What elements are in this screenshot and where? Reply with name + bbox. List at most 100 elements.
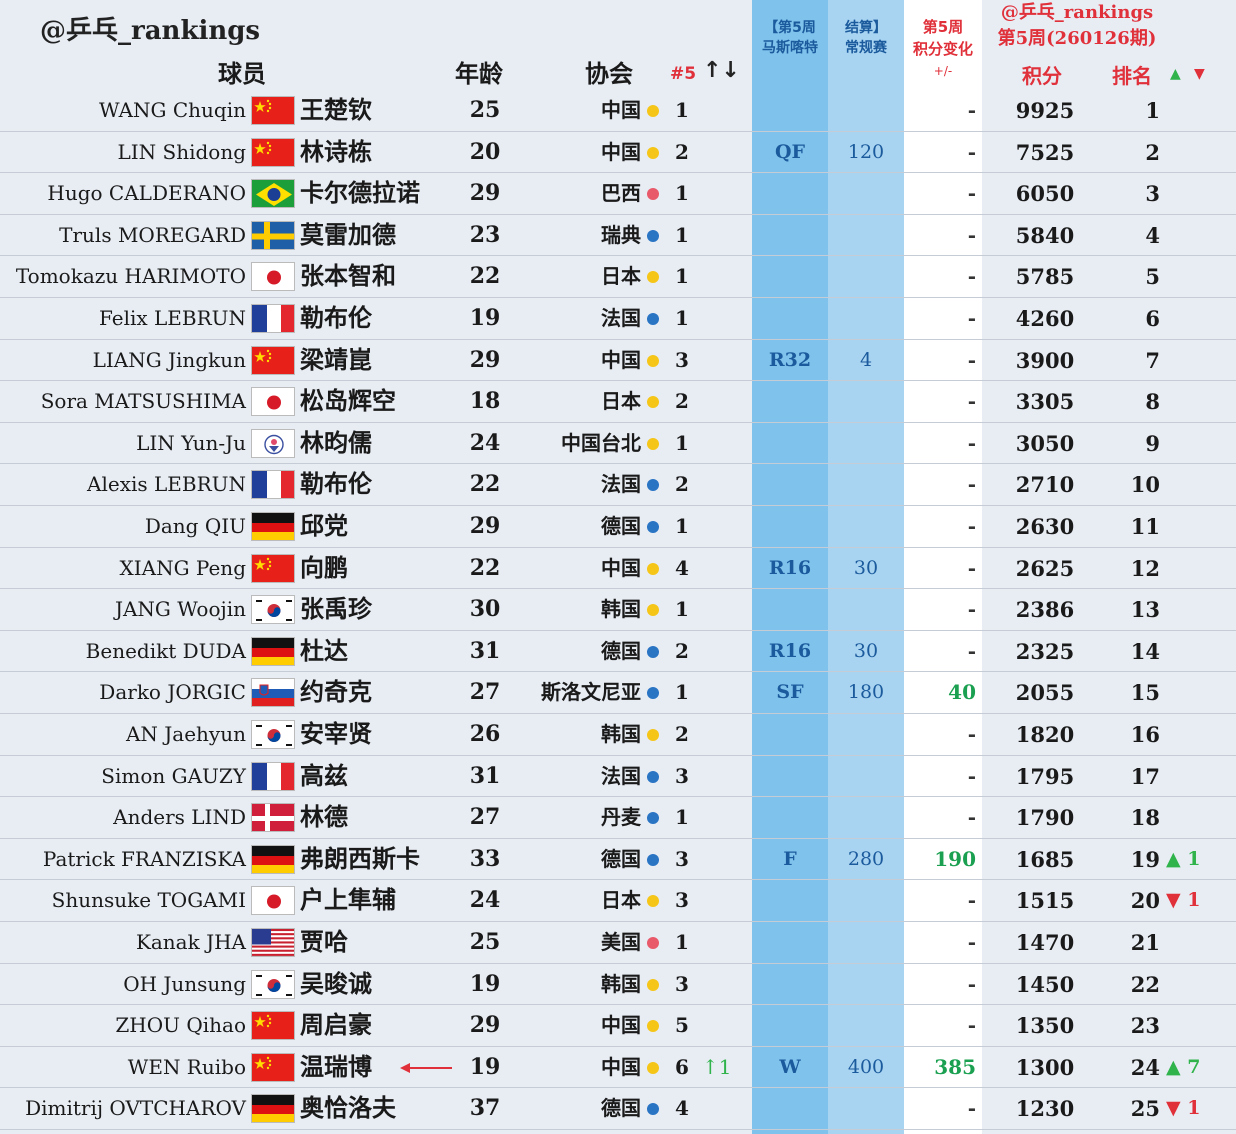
player-name-cn: 王楚钦: [300, 96, 372, 124]
player-name[interactable]: Darko JORGIC: [99, 680, 246, 705]
player-name[interactable]: AN Jaehyun: [125, 722, 246, 746]
table-row: WANG Chuqin 王楚钦 25 中国 1 - 9925 1: [0, 90, 1236, 132]
player-age: 19: [469, 305, 501, 331]
total-points: 1515: [1015, 888, 1075, 914]
player-age: 22: [469, 554, 501, 581]
brand2-line2: 第5周(260126期): [997, 28, 1157, 49]
player-name[interactable]: Hugo CALDERANO: [47, 181, 246, 206]
table-row: Kanak JHA 贾哈 25 美国 1 - 1470 21: [0, 922, 1236, 964]
header-age: 年龄: [455, 60, 503, 88]
player-association: 德国: [601, 846, 641, 871]
player-name[interactable]: Dang QIU: [144, 514, 246, 538]
slovenia-flag-icon: [251, 678, 295, 708]
association-position: 3: [675, 888, 689, 913]
event-points: [828, 589, 904, 631]
points-change: -: [967, 430, 976, 455]
sort-icon[interactable]: ↑↓: [703, 58, 740, 83]
points-change: -: [967, 306, 976, 330]
player-name[interactable]: Felix LEBRUN: [98, 306, 246, 330]
korea-flag-icon: [251, 969, 295, 999]
event-result: R16: [768, 556, 812, 579]
japan-flag-icon: [251, 387, 295, 417]
player-name[interactable]: LIN Shidong: [117, 139, 246, 164]
header-name: 球员: [218, 60, 266, 88]
total-points: 7525: [1015, 139, 1075, 165]
player-name[interactable]: XIANG Peng: [119, 555, 247, 580]
total-points: 1470: [1015, 930, 1075, 955]
player-name[interactable]: LIANG Jingkun: [92, 347, 246, 372]
header-change-line1: 第5周: [922, 18, 964, 36]
total-points: 9925: [1015, 98, 1075, 123]
total-points: 1450: [1015, 971, 1075, 997]
association-position: 1: [675, 805, 689, 830]
association-position: 3: [675, 971, 689, 996]
points-change: -: [967, 264, 976, 289]
player-name[interactable]: Patrick FRANZISKA: [42, 846, 246, 871]
player-name[interactable]: Dimitrij OVTCHAROV: [25, 1096, 246, 1121]
player-name-cn: 向鹏: [300, 553, 348, 582]
table-row: Darko JORGIC 约奇克 27 斯洛文尼亚 1 SF 180 40 2055 15: [0, 672, 1236, 714]
rank-number: 15: [1130, 680, 1160, 706]
player-name[interactable]: Anders LIND: [113, 805, 246, 830]
player-name[interactable]: Alexis LEBRUN: [87, 472, 246, 497]
player-name[interactable]: Sora MATSUSHIMA: [40, 389, 246, 414]
player-name-cn: 杜达: [300, 636, 348, 665]
player-name-cn: 张本智和: [300, 262, 396, 291]
player-name[interactable]: Tomokazu HARIMOTO: [15, 264, 246, 289]
player-name[interactable]: JANG Woojin: [114, 597, 246, 622]
player-association: 巴西: [601, 181, 641, 206]
germany-flag-icon: [251, 1094, 295, 1124]
player-name[interactable]: WEN Ruibo: [127, 1054, 246, 1079]
association-dot-icon: [647, 853, 659, 866]
association-dot-icon: [647, 229, 659, 242]
header-change-line3: +/-: [933, 64, 953, 78]
total-points: 3305: [1015, 389, 1075, 415]
korea-flag-icon: [251, 720, 295, 749]
highlight-arrow-icon: [400, 1062, 452, 1073]
brand2-line1: @乒乓_rankings: [1000, 2, 1154, 23]
player-age: 31: [469, 762, 501, 789]
player-name[interactable]: LIN Yun-Ju: [136, 430, 246, 455]
table-row: LIN Yun-Ju 林昀儒 24 中国台北 1 - 3050 9: [0, 423, 1236, 465]
association-dot-icon: [647, 562, 659, 575]
player-name[interactable]: Simon GAUZY: [101, 763, 246, 788]
event-points: [828, 381, 904, 423]
header-rank: 排名: [1112, 64, 1152, 88]
total-points: 1300: [1015, 1054, 1075, 1080]
player-name[interactable]: WANG Chuqin: [99, 98, 246, 122]
points-change: -: [967, 389, 976, 414]
header-edition: @乒乓_rankings 第5周(260126期): [982, 0, 1172, 52]
points-change: -: [967, 181, 976, 206]
association-dot-icon: [647, 479, 659, 492]
table-row: Dimitrij OVTCHAROV 奥恰洛夫 37 德国 4 - 1230 25 ▼ 1: [0, 1088, 1236, 1130]
player-name[interactable]: Shunsuke TOGAMI: [51, 888, 246, 913]
player-name[interactable]: Truls MOREGARD: [59, 222, 246, 247]
total-points: 2630: [1015, 514, 1075, 539]
player-name[interactable]: ZHOU Qihao: [115, 1013, 246, 1038]
total-points: 4260: [1015, 306, 1075, 331]
player-name[interactable]: OH Junsung: [123, 971, 246, 996]
player-age: 22: [469, 263, 501, 290]
rank-number: 22: [1130, 971, 1160, 997]
down-arrow-icon: ▼: [1194, 66, 1205, 82]
header-change: 第5周 积分变化 +/-: [904, 16, 982, 82]
row-divider: [0, 1087, 1236, 1089]
event-points: [828, 714, 904, 756]
row-divider: [0, 796, 1236, 798]
points-change: -: [967, 555, 976, 580]
total-points: 2055: [1015, 680, 1075, 706]
association-position: 3: [675, 763, 689, 788]
event-result: [752, 880, 828, 922]
association-position: 2: [675, 389, 689, 414]
player-name[interactable]: Benedikt DUDA: [85, 638, 246, 663]
rank-number: 2: [1145, 139, 1160, 165]
player-association: 德国: [601, 638, 641, 663]
points-change: -: [967, 1013, 976, 1038]
player-association: 德国: [601, 514, 641, 538]
table-row: Hugo CALDERANO 卡尔德拉诺 29 巴西 1 - 6050 3: [0, 173, 1236, 215]
player-name-cn: 松岛辉空: [300, 387, 396, 416]
points-change: -: [967, 139, 976, 164]
association-dot-icon: [647, 604, 659, 617]
player-association: 中国: [601, 1054, 641, 1079]
player-name[interactable]: Kanak JHA: [135, 930, 246, 954]
